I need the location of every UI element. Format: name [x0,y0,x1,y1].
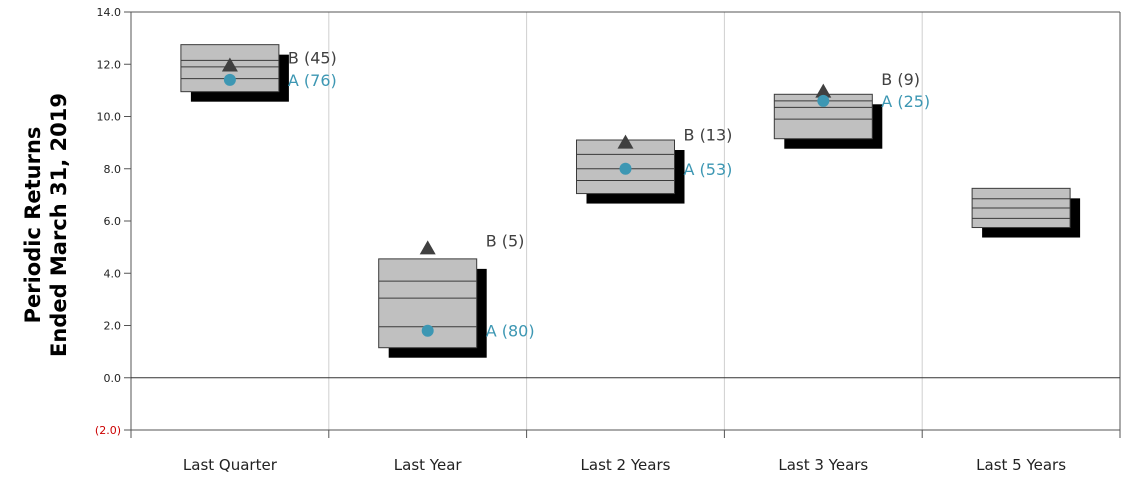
y-tick-label: 12.0 [97,58,122,71]
series-b-rank-label: B (45) [288,49,337,68]
x-category-label: Last Quarter [183,456,278,474]
x-category-label: Last 3 Years [778,456,868,474]
percentile-boxes [180,44,1081,358]
x-category-label: Last 2 Years [581,456,671,474]
series-b-triangle-marker [815,83,832,98]
series-markers [221,57,832,337]
percentile-box-group [971,187,1081,238]
series-a-rank-label: A (53) [684,160,733,179]
x-category-label: Last 5 Years [976,456,1066,474]
y-tick-label: 6.0 [104,215,122,228]
rank-labels: B (45) A (76) B (5) A (80) B (13) A (53) B (9)… [288,49,930,341]
series-b-triangle-marker [419,240,436,255]
series-a-circle-marker [817,94,830,107]
y-tick-label: (2.0) [95,424,121,437]
y-tick-label: 8.0 [104,163,122,176]
series-b-rank-label: B (5) [486,231,525,250]
axes: (2.0) 0.0 2.0 4.0 6.0 8.0 10.0 12.0 14.0 Last Qua… [95,6,1121,474]
x-category-label: Last Year [394,456,463,474]
series-b-triangle-marker [617,134,634,149]
y-tick-label: 4.0 [104,267,122,280]
y-tick-label: 14.0 [97,6,122,19]
series-a-rank-label: A (80) [486,322,535,341]
y-tick-label: 0.0 [104,372,122,385]
y-axis-title: Periodic Returns Ended March 31, 2019 [21,93,71,357]
series-a-circle-marker [223,73,236,86]
series-a-circle-marker [421,324,434,337]
series-b-rank-label: B (9) [881,70,920,89]
series-a-rank-label: A (25) [881,92,930,111]
y-axis-title-line-2: Ended March 31, 2019 [47,93,71,357]
series-a-circle-marker [619,162,632,175]
gridlines [328,12,923,430]
percentile-box-group [378,258,487,358]
y-tick-label: 10.0 [97,111,122,124]
series-b-rank-label: B (13) [684,126,733,145]
y-axis-title-line-1: Periodic Returns [21,127,45,324]
series-a-rank-label: A (76) [288,71,337,90]
series-b-triangle-marker [221,57,238,72]
percentile-box-group [773,93,883,149]
percentile-box-group [180,44,289,102]
y-tick-label: 2.0 [104,320,122,333]
